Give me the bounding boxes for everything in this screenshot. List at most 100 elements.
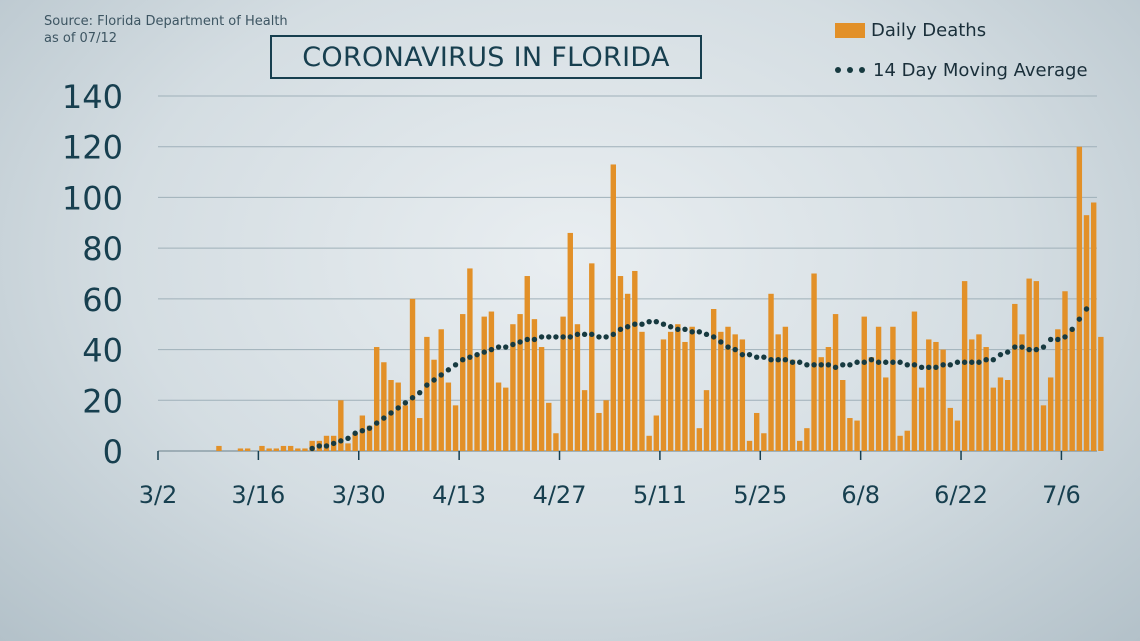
moving-average-point bbox=[488, 346, 495, 353]
x-tick-label: 4/27 bbox=[533, 481, 587, 509]
x-tick-label: 4/13 bbox=[432, 481, 486, 509]
moving-average-point bbox=[789, 359, 796, 365]
daily-deaths-bar bbox=[732, 334, 738, 451]
moving-average-point bbox=[445, 367, 452, 373]
moving-average-point bbox=[646, 318, 652, 325]
y-tick-label: 100 bbox=[62, 179, 123, 217]
moving-average-point bbox=[782, 357, 789, 363]
x-tick-label: 6/22 bbox=[934, 481, 988, 509]
moving-average-point bbox=[345, 435, 351, 442]
daily-deaths-bar bbox=[603, 400, 609, 451]
daily-deaths-bar bbox=[280, 445, 287, 451]
daily-deaths-bar bbox=[1062, 291, 1068, 451]
daily-deaths-bar bbox=[753, 412, 760, 451]
daily-deaths-bar bbox=[402, 405, 409, 451]
daily-deaths-bar bbox=[438, 329, 444, 451]
x-tick-label: 3/2 bbox=[139, 481, 178, 509]
daily-deaths-bar bbox=[696, 428, 703, 451]
moving-average-point bbox=[309, 445, 315, 452]
moving-average-point bbox=[1012, 344, 1018, 350]
moving-average-point bbox=[997, 351, 1004, 358]
daily-deaths-bar bbox=[969, 339, 975, 451]
moving-average-point bbox=[761, 354, 767, 360]
moving-average-point bbox=[804, 362, 810, 368]
x-tick-label: 3/16 bbox=[231, 481, 285, 509]
moving-average-point bbox=[718, 339, 724, 345]
daily-deaths-bar bbox=[904, 430, 910, 451]
daily-deaths-bar bbox=[768, 293, 774, 451]
daily-deaths-bar bbox=[875, 326, 882, 451]
moving-average-point bbox=[897, 359, 903, 365]
daily-deaths-bar bbox=[237, 448, 244, 451]
x-tick-label: 6/8 bbox=[841, 481, 880, 509]
daily-deaths-bar bbox=[617, 276, 624, 451]
bar-swatch-icon bbox=[835, 22, 865, 38]
daily-deaths-bar bbox=[725, 326, 731, 451]
daily-deaths-bar bbox=[1047, 377, 1054, 451]
moving-average-point bbox=[431, 377, 437, 383]
moving-average-point bbox=[538, 334, 545, 340]
daily-deaths-bar bbox=[897, 435, 903, 451]
moving-average-point bbox=[481, 349, 487, 355]
moving-average-point bbox=[438, 372, 444, 378]
moving-average-point bbox=[452, 362, 459, 368]
moving-average-point bbox=[983, 357, 989, 363]
daily-deaths-bar bbox=[868, 357, 875, 451]
daily-deaths-bar bbox=[424, 336, 430, 451]
moving-average-point bbox=[632, 321, 638, 327]
y-tick-label: 20 bbox=[82, 382, 123, 420]
daily-deaths-bar bbox=[1033, 281, 1040, 451]
moving-average-point bbox=[352, 430, 358, 436]
daily-deaths-bar bbox=[1019, 334, 1025, 451]
x-tick-label: 5/11 bbox=[633, 481, 687, 509]
daily-deaths-bar bbox=[287, 445, 294, 451]
moving-average-point bbox=[1055, 336, 1061, 343]
moving-average-point bbox=[510, 341, 516, 348]
moving-average-point bbox=[854, 359, 860, 365]
moving-average-point bbox=[323, 443, 330, 449]
daily-deaths-bar bbox=[560, 316, 566, 451]
moving-average-point bbox=[495, 344, 502, 350]
moving-average-point bbox=[524, 336, 530, 343]
daily-deaths-bar bbox=[581, 390, 588, 451]
daily-deaths-bar bbox=[703, 390, 710, 451]
daily-deaths-bar bbox=[775, 334, 781, 451]
moving-average-point bbox=[395, 405, 401, 411]
daily-deaths-bar bbox=[338, 400, 344, 451]
daily-deaths-bar bbox=[1055, 329, 1061, 451]
daily-deaths-bar bbox=[682, 341, 688, 451]
moving-average-point bbox=[696, 329, 703, 335]
moving-average-point bbox=[825, 362, 832, 368]
daily-deaths-bar bbox=[718, 331, 724, 451]
daily-deaths-bar bbox=[352, 433, 358, 451]
moving-average-point bbox=[517, 339, 523, 345]
moving-average-point bbox=[976, 359, 982, 365]
moving-average-point bbox=[868, 357, 875, 363]
daily-deaths-bar bbox=[646, 435, 652, 451]
daily-deaths-bar bbox=[417, 418, 423, 451]
moving-average-point bbox=[1019, 344, 1025, 350]
moving-average-point bbox=[503, 344, 509, 350]
daily-deaths-bar bbox=[531, 319, 538, 451]
moving-average-point bbox=[753, 354, 760, 360]
moving-average-point bbox=[474, 351, 480, 358]
moving-average-point bbox=[531, 336, 538, 343]
daily-deaths-bar bbox=[624, 293, 631, 451]
x-tick-label: 3/30 bbox=[332, 481, 386, 509]
moving-average-point bbox=[316, 443, 323, 449]
daily-deaths-bar bbox=[589, 263, 595, 451]
daily-deaths-bar bbox=[983, 347, 989, 451]
moving-average-point bbox=[918, 364, 925, 371]
moving-average-point bbox=[667, 324, 674, 330]
daily-deaths-bar bbox=[746, 440, 753, 451]
chart-title: CORONAVIRUS IN FLORIDA bbox=[302, 41, 670, 73]
daily-deaths-bar bbox=[488, 311, 495, 451]
legend-item-moving-average: 14 Day Moving Average bbox=[835, 58, 1088, 82]
moving-average-point bbox=[883, 359, 889, 365]
moving-average-point bbox=[1083, 306, 1090, 312]
moving-average-point bbox=[703, 331, 710, 338]
daily-deaths-bar bbox=[675, 324, 681, 451]
daily-deaths-bar bbox=[854, 420, 860, 451]
moving-average-point bbox=[546, 334, 552, 340]
